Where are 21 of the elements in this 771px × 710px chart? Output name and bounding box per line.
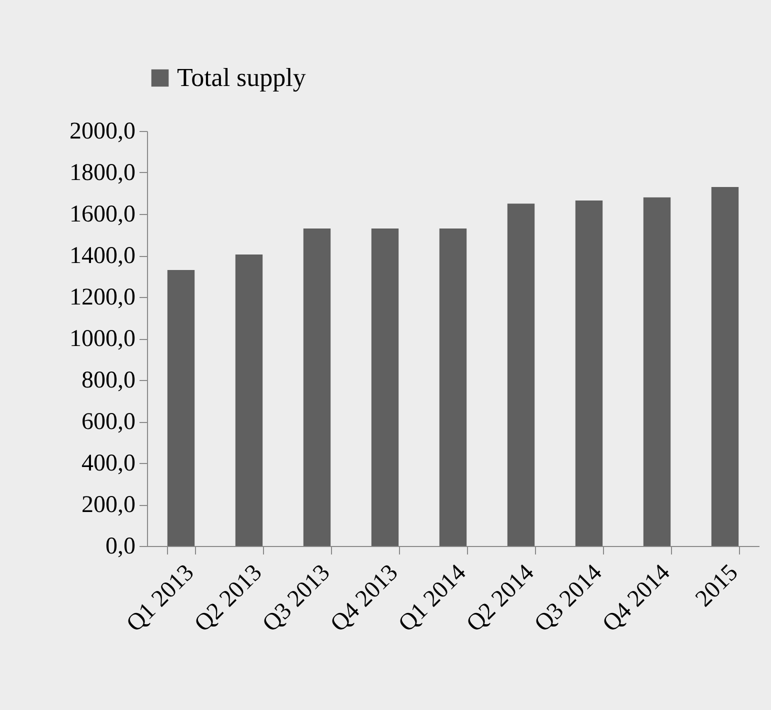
y-tick-label: 1800,0 — [70, 160, 136, 186]
y-tick-label: 400,0 — [82, 450, 136, 476]
bar — [371, 228, 399, 546]
bar — [507, 204, 535, 546]
y-tick-label: 1400,0 — [70, 243, 136, 269]
y-tick-label: 1000,0 — [70, 326, 136, 352]
y-tick-label: 1200,0 — [70, 284, 136, 310]
bar — [167, 270, 195, 546]
y-tick-label: 1600,0 — [70, 202, 136, 228]
y-tick-label: 600,0 — [82, 409, 136, 435]
bar — [711, 187, 739, 546]
bar — [643, 197, 671, 546]
bar — [303, 228, 331, 546]
y-tick-label: 0,0 — [106, 534, 136, 560]
y-tick-label: 200,0 — [82, 492, 136, 518]
y-tick-label: 2000,0 — [70, 118, 136, 144]
bar — [439, 228, 467, 546]
bar — [575, 200, 603, 546]
bar — [235, 254, 263, 546]
y-tick-label: 800,0 — [82, 368, 136, 394]
legend-label: Total supply — [177, 63, 306, 92]
